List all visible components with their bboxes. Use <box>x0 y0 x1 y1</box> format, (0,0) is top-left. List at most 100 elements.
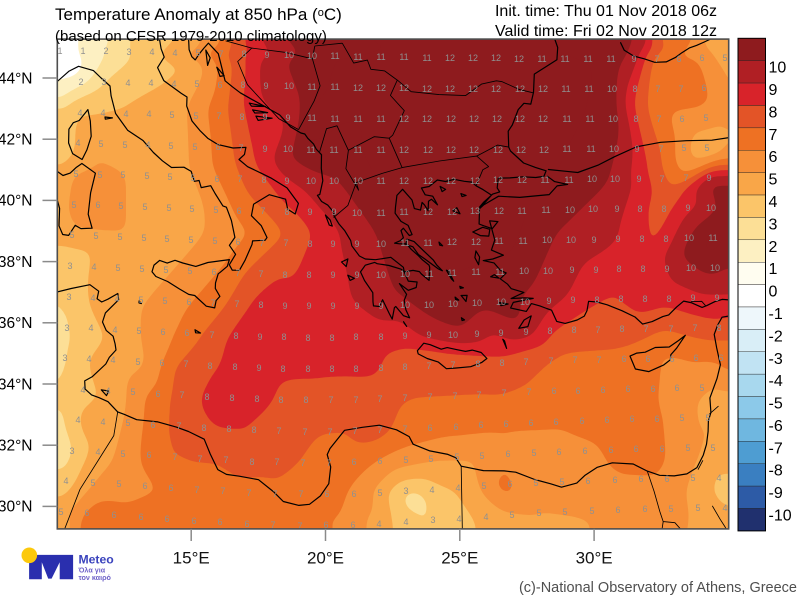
svg-text:5: 5 <box>189 204 194 214</box>
svg-text:1: 1 <box>80 46 85 56</box>
svg-text:9: 9 <box>256 363 261 373</box>
svg-text:7: 7 <box>548 356 553 366</box>
svg-text:7: 7 <box>259 238 264 248</box>
svg-text:10: 10 <box>542 235 552 245</box>
svg-text:12: 12 <box>538 84 548 94</box>
svg-text:6: 6 <box>505 449 510 459</box>
svg-text:11: 11 <box>584 84 593 94</box>
svg-text:9: 9 <box>591 235 596 245</box>
svg-text:4: 4 <box>80 385 85 395</box>
svg-text:5: 5 <box>703 113 708 123</box>
svg-text:12: 12 <box>516 145 526 155</box>
svg-text:8: 8 <box>378 332 383 342</box>
svg-text:7: 7 <box>302 427 307 437</box>
svg-text:9: 9 <box>631 54 636 64</box>
svg-text:7: 7 <box>223 455 228 465</box>
svg-text:8: 8 <box>353 364 358 374</box>
svg-text:5: 5 <box>98 139 103 149</box>
svg-text:7: 7 <box>450 360 455 370</box>
svg-text:-4: -4 <box>769 373 783 390</box>
svg-text:8: 8 <box>258 300 263 310</box>
svg-text:8: 8 <box>475 359 480 369</box>
svg-text:30°E: 30°E <box>576 549 613 568</box>
svg-text:-3: -3 <box>769 351 783 368</box>
svg-text:6: 6 <box>236 206 241 216</box>
svg-text:8: 8 <box>254 394 259 404</box>
svg-text:4: 4 <box>171 79 176 89</box>
svg-text:4: 4 <box>376 519 381 529</box>
svg-text:7: 7 <box>452 391 457 401</box>
svg-text:11: 11 <box>422 53 431 63</box>
svg-text:8: 8 <box>232 362 237 372</box>
svg-text:9: 9 <box>264 50 269 60</box>
svg-text:7: 7 <box>246 488 251 498</box>
svg-text:12: 12 <box>538 114 548 124</box>
svg-text:12: 12 <box>445 84 455 94</box>
svg-text:10: 10 <box>608 114 618 124</box>
svg-text:10: 10 <box>376 270 386 280</box>
svg-text:4: 4 <box>86 354 91 364</box>
svg-text:7: 7 <box>218 49 223 59</box>
svg-text:6: 6 <box>138 512 143 522</box>
svg-text:11: 11 <box>517 206 526 216</box>
svg-text:8: 8 <box>716 323 721 333</box>
svg-text:6: 6 <box>84 508 89 518</box>
svg-text:12: 12 <box>471 237 481 247</box>
svg-text:11: 11 <box>583 54 592 64</box>
svg-text:40°N: 40°N <box>0 193 33 210</box>
svg-text:12: 12 <box>491 84 501 94</box>
svg-text:7: 7 <box>377 394 382 404</box>
svg-text:7: 7 <box>234 299 239 309</box>
svg-text:11: 11 <box>518 236 527 246</box>
svg-text:7: 7 <box>683 173 688 183</box>
svg-text:10: 10 <box>329 176 339 186</box>
svg-text:12: 12 <box>491 53 501 63</box>
svg-text:6: 6 <box>507 479 512 489</box>
svg-text:11: 11 <box>586 144 595 154</box>
svg-text:5: 5 <box>685 443 690 453</box>
svg-text:10: 10 <box>710 263 720 273</box>
svg-text:3: 3 <box>126 47 131 57</box>
svg-text:8: 8 <box>378 363 383 373</box>
svg-text:7: 7 <box>352 426 357 436</box>
svg-text:6: 6 <box>621 354 626 364</box>
svg-text:12: 12 <box>399 176 409 186</box>
svg-text:5: 5 <box>120 170 125 180</box>
svg-text:9: 9 <box>402 331 407 341</box>
svg-text:10: 10 <box>610 174 620 184</box>
svg-text:7: 7 <box>179 390 184 400</box>
svg-text:2: 2 <box>78 77 83 87</box>
svg-text:11: 11 <box>424 269 433 279</box>
svg-text:9: 9 <box>474 329 479 339</box>
svg-text:9: 9 <box>546 296 551 306</box>
svg-text:6: 6 <box>478 420 483 430</box>
svg-text:5: 5 <box>141 233 146 243</box>
svg-text:5: 5 <box>704 143 709 153</box>
svg-text:11: 11 <box>376 52 385 62</box>
svg-text:4: 4 <box>114 294 119 304</box>
svg-text:12: 12 <box>353 83 363 93</box>
svg-text:0: 0 <box>769 284 778 301</box>
svg-text:5: 5 <box>139 264 144 274</box>
svg-text:7: 7 <box>656 114 661 124</box>
svg-text:8: 8 <box>353 332 358 342</box>
svg-text:4: 4 <box>149 47 154 57</box>
svg-text:10: 10 <box>448 330 458 340</box>
svg-text:6: 6 <box>214 174 219 184</box>
svg-text:6: 6 <box>582 446 587 456</box>
svg-text:5: 5 <box>481 481 486 491</box>
svg-text:6: 6 <box>160 327 165 337</box>
svg-text:5: 5 <box>722 53 727 63</box>
svg-text:5: 5 <box>69 230 74 240</box>
svg-text:6: 6 <box>676 54 681 64</box>
svg-text:8: 8 <box>284 207 289 217</box>
svg-text:6: 6 <box>351 457 356 467</box>
svg-text:12: 12 <box>494 206 504 216</box>
svg-text:8: 8 <box>306 270 311 280</box>
svg-text:8: 8 <box>633 114 638 124</box>
svg-text:6: 6 <box>669 354 674 364</box>
svg-text:5: 5 <box>531 448 536 458</box>
svg-text:7: 7 <box>183 359 188 369</box>
svg-text:10: 10 <box>448 299 458 309</box>
svg-text:3: 3 <box>67 261 72 271</box>
